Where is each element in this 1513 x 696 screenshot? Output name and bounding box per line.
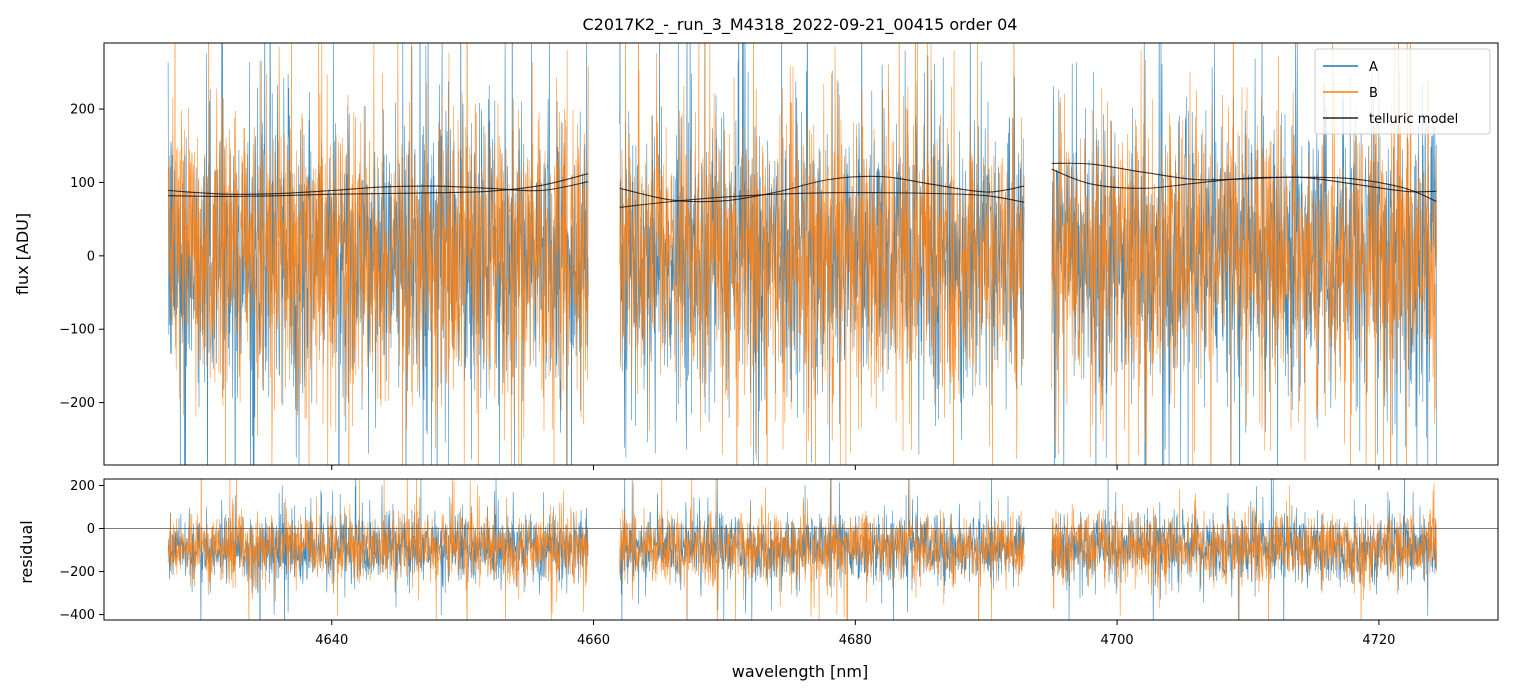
flux-y-tick-label: 200: [70, 103, 95, 118]
legend-label-b: B: [1369, 86, 1378, 101]
series-b-flux-line: [167, 43, 1437, 465]
flux-y-axis-label: flux [ADU]: [13, 213, 32, 295]
telluric-model-curve-5: [1051, 168, 1437, 203]
x-tick-label: 4640: [315, 633, 348, 648]
telluric-model-curve-1: [168, 173, 589, 197]
telluric-model-curve-2: [619, 175, 1025, 203]
residual-panel-frame: [103, 478, 1499, 621]
flux-y-tick-label: −200: [59, 396, 95, 411]
x-tick-label: 4700: [1101, 633, 1134, 648]
legend-label-a: A: [1369, 60, 1378, 75]
x-tick-label: 4720: [1362, 633, 1395, 648]
series-b-residual-line: [167, 479, 1437, 620]
residual-panel: −400 −200 0 200 4640 4660 4680 4700 4720 residu…: [17, 478, 1499, 681]
flux-y-tick-label: 100: [70, 176, 95, 191]
legend-box: [1314, 48, 1491, 135]
legend-label-telluric: telluric model: [1369, 112, 1458, 127]
telluric-model-curve-3: [619, 192, 1025, 208]
legend: A B telluric model: [1314, 48, 1491, 135]
flux-y-tick-label: −100: [59, 323, 95, 338]
flux-panel: −200 −100 0 100 200 flux [ADU] A B telluric …: [13, 42, 1499, 470]
residual-y-tick-label: 0: [87, 522, 95, 537]
telluric-model-curve-0: [168, 181, 589, 195]
residual-y-tick-label: −400: [59, 608, 95, 623]
x-tick-label: 4680: [839, 633, 872, 648]
flux-y-tick-label: 0: [87, 249, 95, 264]
flux-panel-frame: [103, 42, 1499, 466]
x-tick-label: 4660: [577, 633, 610, 648]
chart-title: C2017K2_-_run_3_M4318_2022-09-21_00415 o…: [583, 15, 1018, 35]
x-axis-label: wavelength [nm]: [732, 662, 869, 681]
residual-y-axis-label: residual: [17, 520, 36, 583]
telluric-model-curve-4: [1051, 162, 1437, 193]
residual-y-tick-label: 200: [70, 479, 95, 494]
residual-y-tick-label: −200: [59, 565, 95, 580]
